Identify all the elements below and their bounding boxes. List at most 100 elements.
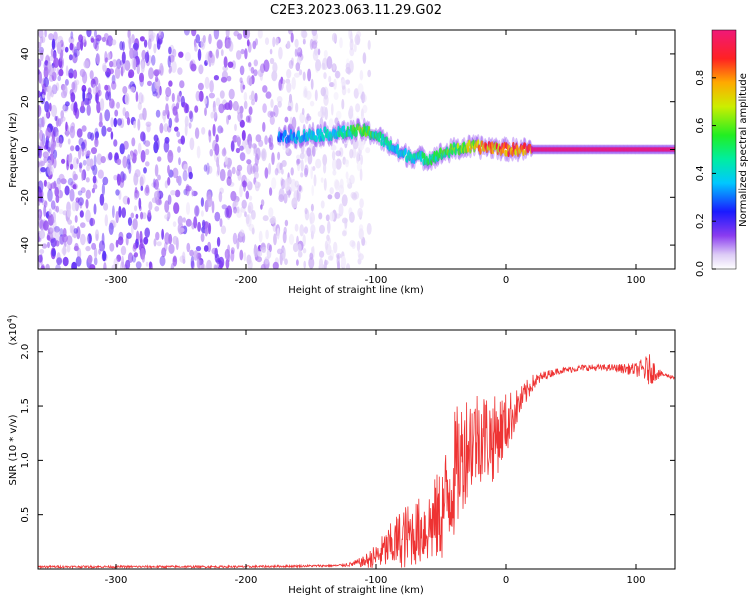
spectrogram-noise-blob bbox=[40, 196, 44, 203]
spectrogram-noise-blob bbox=[126, 232, 132, 239]
spectrogram-noise-blob bbox=[262, 215, 269, 222]
spectrogram-noise-blob bbox=[257, 250, 263, 257]
spectrogram-noise-blob bbox=[91, 147, 97, 155]
spectrogram-noise-blob bbox=[156, 137, 160, 150]
spectrogram-noise-blob bbox=[174, 126, 179, 132]
spectrogram-noise-blob bbox=[133, 192, 138, 201]
spectrogram-noise-blob bbox=[236, 50, 242, 60]
spectrogram-noise-blob bbox=[224, 248, 230, 260]
spectrogram-noise-blob bbox=[86, 157, 91, 167]
y-tick-label: 0.5 bbox=[20, 507, 31, 523]
spectrogram-noise-blob bbox=[38, 71, 42, 84]
spectrogram-noise-blob bbox=[335, 110, 342, 120]
spectrogram-noise-blob bbox=[213, 111, 218, 122]
spectrogram-noise-blob bbox=[341, 98, 345, 110]
spectrogram-noise-blob bbox=[55, 230, 60, 242]
spectrogram-noise-blob bbox=[104, 57, 109, 63]
spectrogram-noise-blob bbox=[71, 81, 76, 91]
spectrogram-noise-blob bbox=[367, 69, 372, 78]
spectrogram-noise-blob bbox=[62, 227, 67, 238]
spectrogram-noise-blob bbox=[350, 31, 353, 44]
spectrogram-noise-blob bbox=[167, 149, 174, 163]
spectrogram-noise-blob bbox=[219, 218, 223, 228]
spectrogram-noise-blob bbox=[98, 240, 106, 252]
spectrogram-noise-blob bbox=[349, 148, 354, 159]
spectrogram-noise-blob bbox=[367, 40, 371, 50]
spectrogram-noise-blob bbox=[106, 72, 110, 79]
spectrogram-noise-blob bbox=[170, 190, 176, 196]
spectrogram-noise-blob bbox=[259, 71, 263, 81]
spectrogram-noise-blob bbox=[128, 37, 132, 50]
spectrogram-noise-blob bbox=[133, 172, 139, 186]
spectrogram-noise-blob bbox=[73, 48, 80, 57]
spectrogram-noise-blob bbox=[95, 53, 101, 65]
spectrogram-noise-blob bbox=[80, 39, 84, 51]
spectrogram-noise-blob bbox=[168, 80, 173, 87]
spectrogram-noise-blob bbox=[133, 120, 137, 129]
spectrogram-noise-blob bbox=[179, 255, 186, 263]
spectrogram-noise-blob bbox=[253, 59, 258, 67]
spectrogram-noise-blob bbox=[38, 197, 41, 206]
spectrogram-noise-blob bbox=[130, 224, 134, 235]
spectrogram-noise-blob bbox=[220, 49, 224, 57]
spectrogram-noise-blob bbox=[295, 102, 299, 113]
spectrogram-noise-blob bbox=[94, 229, 100, 242]
spectrogram-noise-blob bbox=[133, 57, 137, 71]
spectrogram-noise-blob bbox=[44, 60, 49, 66]
spectrogram-noise-blob bbox=[322, 57, 328, 70]
spectrogram-noise-blob bbox=[339, 178, 344, 189]
spectrogram-noise-blob bbox=[277, 151, 281, 161]
spectrogram-noise-blob bbox=[116, 101, 120, 109]
spectrogram-noise-blob bbox=[351, 241, 356, 249]
spectrogram-noise-blob bbox=[38, 104, 42, 117]
spectrogram-noise-blob bbox=[250, 90, 255, 102]
spectrogram-noise-blob bbox=[177, 215, 183, 226]
spectrogram-noise-blob bbox=[89, 217, 96, 227]
spectrogram-noise-blob bbox=[108, 68, 114, 75]
spectrogram-noise-blob bbox=[145, 148, 150, 156]
spectrogram-noise-blob bbox=[292, 242, 299, 253]
spectrogram-noise-blob bbox=[163, 241, 168, 252]
spectrogram-noise-blob bbox=[191, 30, 197, 37]
spectrogram-noise-blob bbox=[70, 92, 76, 103]
spectrogram-noise-blob bbox=[264, 135, 268, 145]
spectrogram-noise-blob bbox=[116, 58, 122, 70]
spectrogram-noise-blob bbox=[135, 213, 139, 219]
spectrogram-noise-blob bbox=[111, 80, 117, 90]
spectrogram-noise-blob bbox=[309, 211, 315, 224]
spectrogram-noise-blob bbox=[70, 145, 75, 152]
spectrogram-noise-blob bbox=[230, 249, 235, 262]
spectrogram-noise-blob bbox=[261, 148, 267, 162]
spectrogram-noise-blob bbox=[100, 156, 106, 164]
spectrogram-noise-blob bbox=[74, 215, 78, 223]
spectrogram-noise-blob bbox=[48, 102, 52, 112]
spectrogram-noise-blob bbox=[40, 167, 46, 173]
spectrogram-noise-blob bbox=[178, 51, 184, 58]
spectrogram-noise-blob bbox=[284, 258, 288, 266]
spectrogram-noise-blob bbox=[332, 169, 337, 176]
spectrogram-noise-blob bbox=[178, 157, 181, 166]
spectrogram-noise-blob bbox=[132, 42, 139, 50]
snr-x-axis: -300 -200 -100 0 100 bbox=[105, 330, 646, 586]
spectrogram-noise-blob bbox=[276, 248, 283, 255]
spectrogram-noise-blob bbox=[73, 183, 78, 190]
spectrogram-noise-blob bbox=[194, 127, 200, 139]
spectrogram-noise-blob bbox=[284, 178, 291, 192]
spectrogram-noise-blob bbox=[276, 227, 280, 240]
spectrogram-noise-blob bbox=[101, 125, 107, 137]
spectrogram-noise-blob bbox=[157, 174, 161, 181]
colorbar-tick-label: 0.4 bbox=[695, 165, 706, 181]
spectrogram-noise-blob bbox=[253, 144, 258, 155]
spectrogram-noise-blob bbox=[38, 41, 42, 49]
spectrogram-noise-blob bbox=[354, 34, 361, 46]
spectrogram-noise-blob bbox=[87, 131, 92, 140]
spectrogram-noise-blob bbox=[265, 229, 269, 240]
spectrogram-noise-blob bbox=[176, 131, 181, 138]
spectrogram-noise-blob bbox=[92, 164, 98, 176]
spectrogram-noise-blob bbox=[185, 184, 190, 197]
signal-core-mark bbox=[322, 134, 325, 142]
y-tick-label: 1.0 bbox=[20, 452, 31, 468]
spectrogram-noise-blob bbox=[216, 258, 221, 264]
spectrogram-noise-blob bbox=[254, 92, 258, 103]
snr-frame bbox=[37, 329, 676, 570]
